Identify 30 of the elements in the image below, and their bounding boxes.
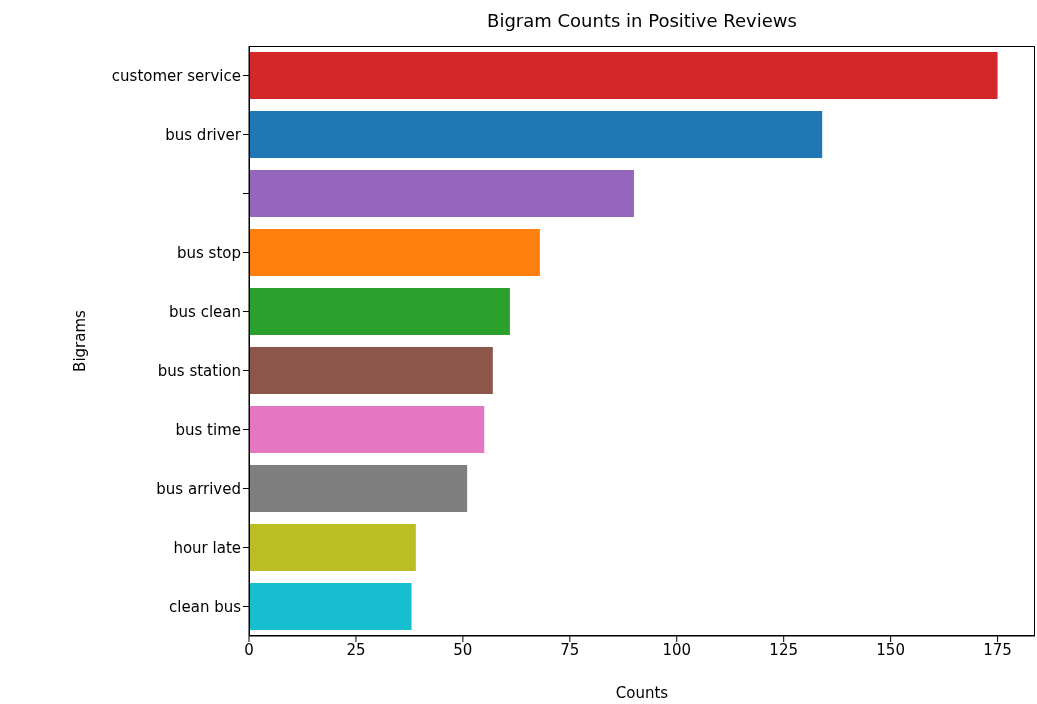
x-tick-label: 150 — [876, 640, 905, 659]
x-tick-label: 125 — [769, 640, 799, 659]
bar — [249, 405, 485, 453]
x-tick-label: 175 — [983, 640, 1012, 659]
bar — [249, 523, 416, 571]
bar — [249, 228, 540, 276]
x-tick-label: 25 — [346, 640, 366, 659]
y-tick-label: bus time — [175, 420, 241, 439]
x-axis-title: Counts — [615, 684, 669, 702]
bar — [249, 169, 634, 217]
x-tick-label: 50 — [453, 640, 473, 659]
bar — [249, 51, 998, 99]
x-tick-label: 75 — [560, 640, 580, 659]
x-tick-label: 0 — [244, 640, 254, 659]
bar — [249, 110, 823, 158]
y-tick-label: bus stop — [176, 243, 241, 262]
y-tick-label: bus arrived — [156, 479, 241, 498]
chart-title: Bigram Counts in Positive Reviews — [486, 10, 798, 31]
bar — [249, 582, 412, 630]
y-tick-label: hour late — [173, 538, 241, 557]
bar — [249, 464, 468, 512]
bar — [249, 346, 493, 394]
y-axis-title: Bigrams — [71, 309, 90, 372]
y-tick-label: bus clean — [169, 302, 241, 321]
bar — [249, 287, 510, 335]
y-tick-label: bus driver — [165, 125, 242, 144]
y-tick-label: clean bus — [169, 597, 242, 616]
x-tick-label: 100 — [662, 640, 692, 659]
y-tick-label: bus station — [157, 361, 241, 380]
y-tick-label: customer service — [111, 66, 241, 85]
